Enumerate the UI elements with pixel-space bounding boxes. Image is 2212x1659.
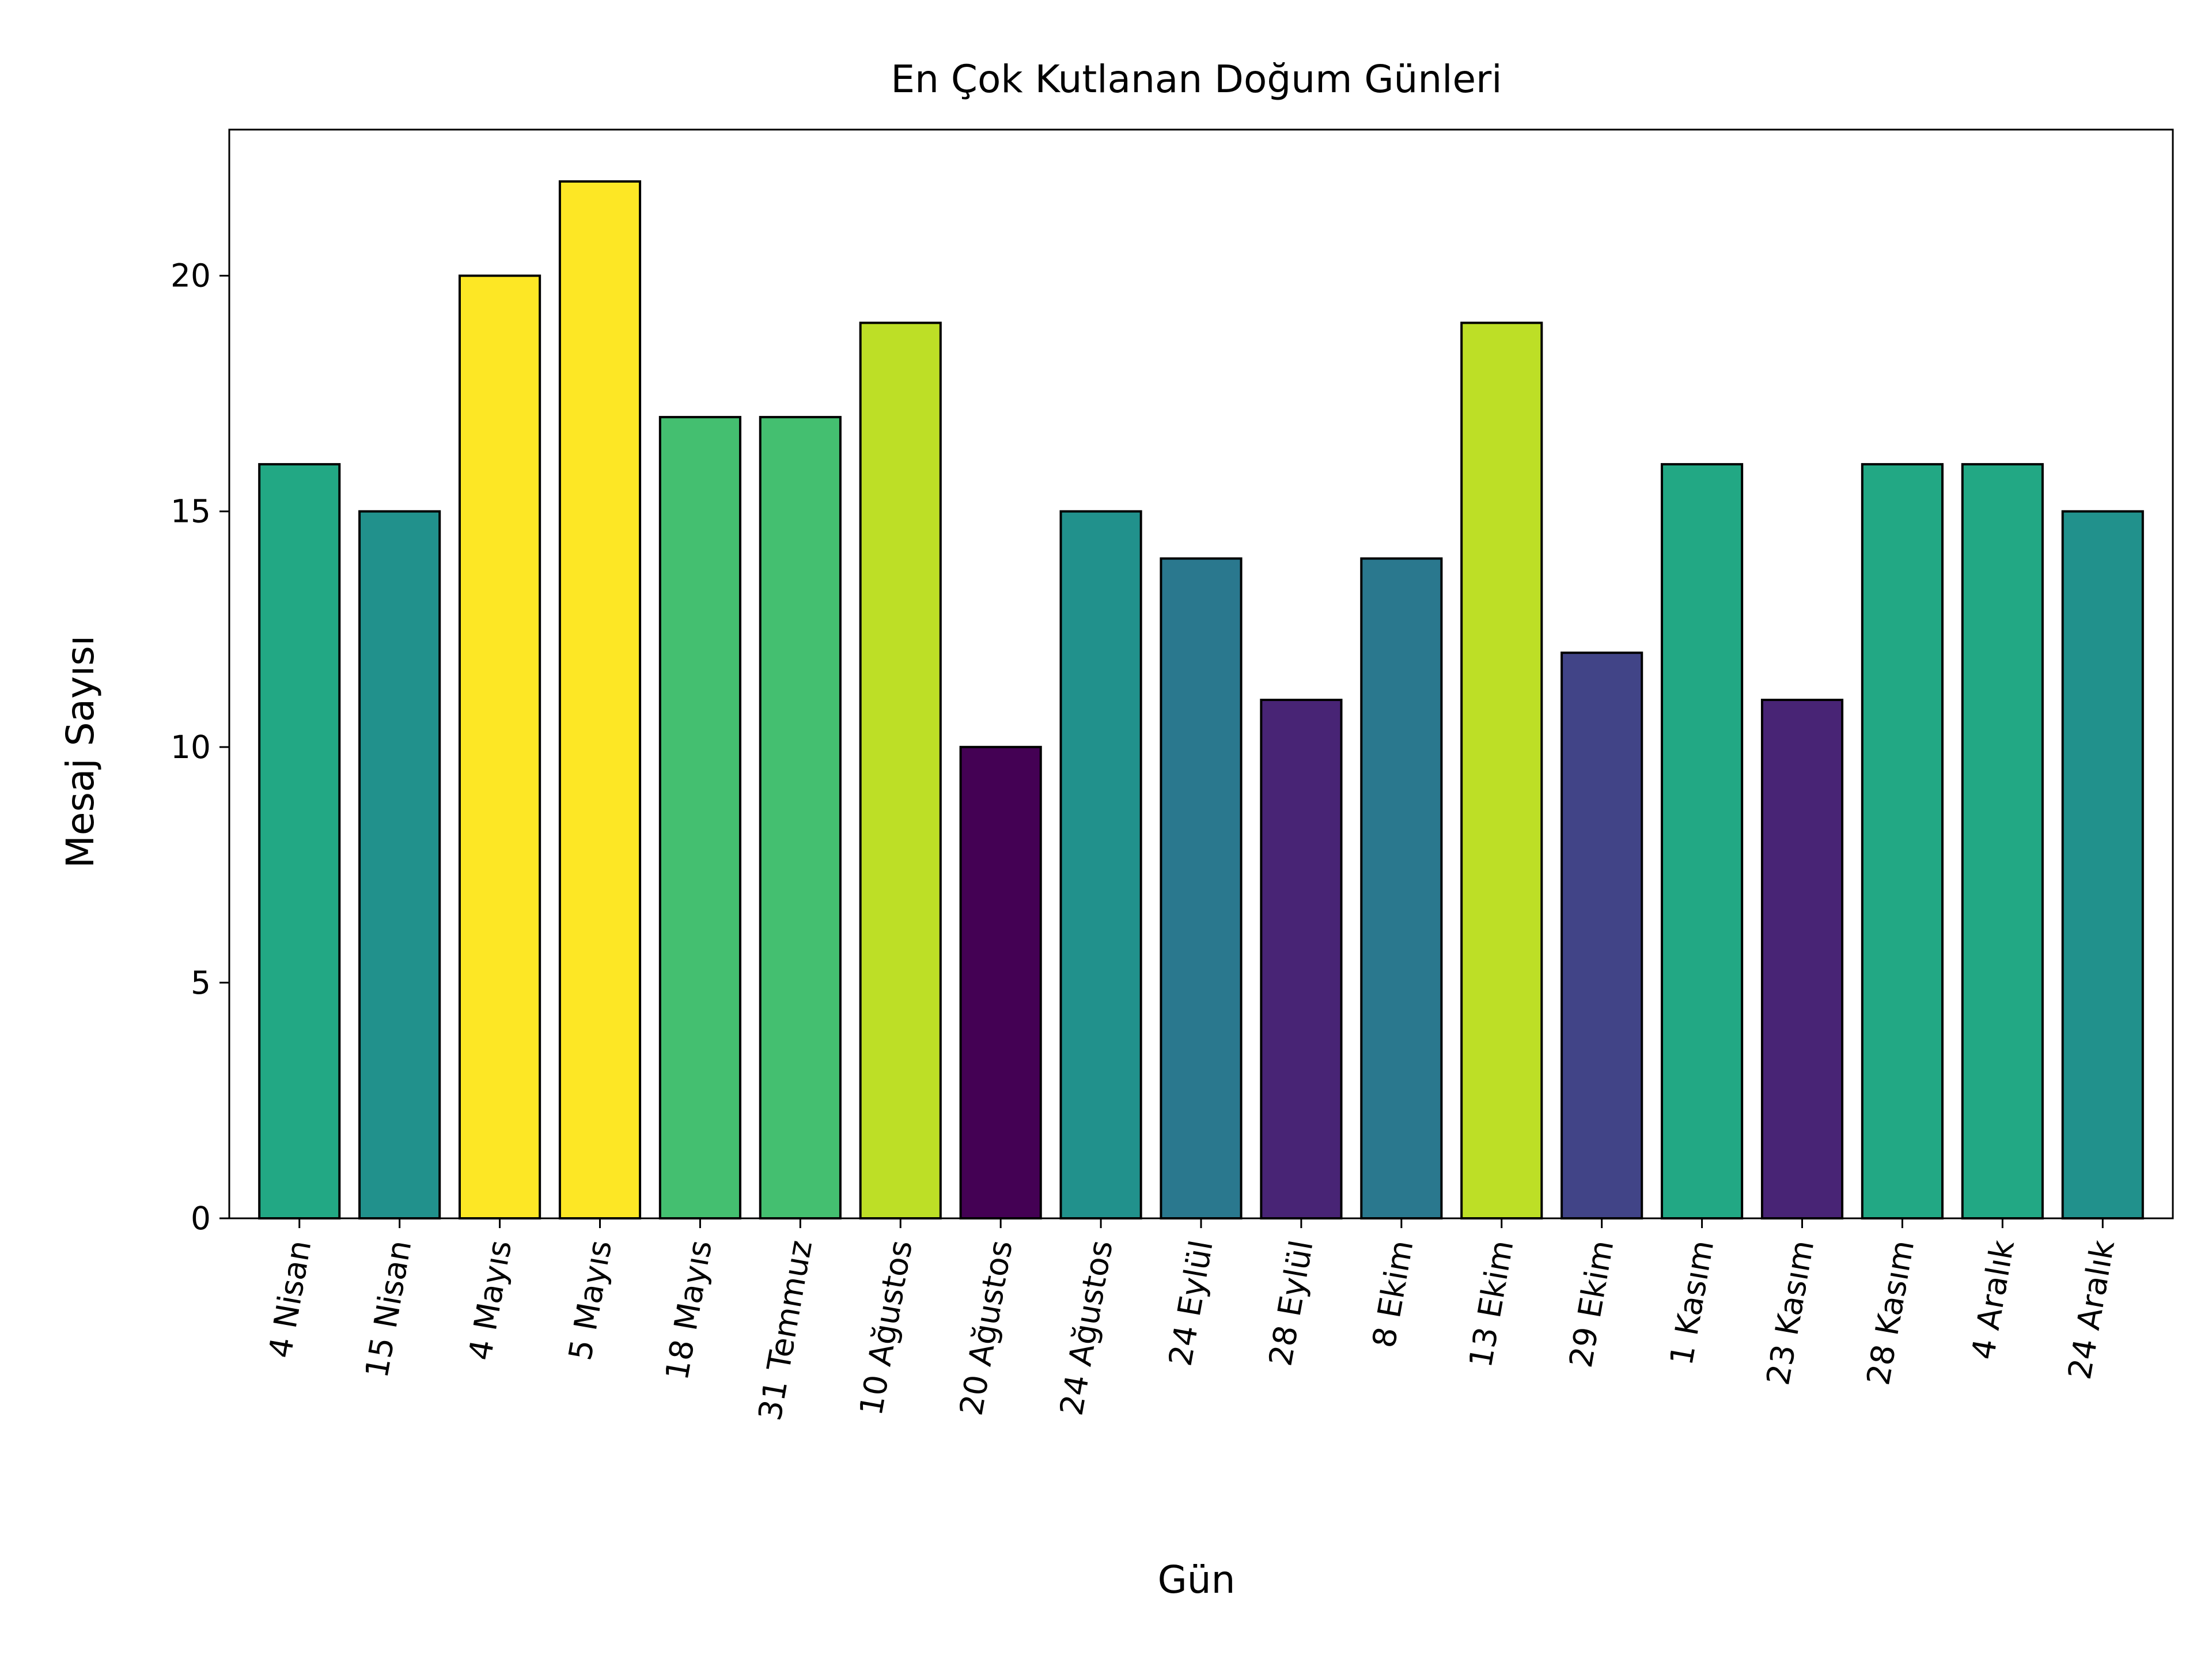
bar-3 [459, 274, 541, 1219]
y-tick-label: 15 [171, 493, 211, 530]
bar-14 [1560, 652, 1643, 1219]
y-axis-ticks: 0 5 10 15 20 [171, 257, 229, 1237]
bar-4 [558, 180, 642, 1219]
y-tick-label: 20 [171, 257, 211, 294]
bar-7 [859, 321, 942, 1219]
bar-13 [1460, 321, 1543, 1219]
y-axis-label: Mesaj Sayısı [58, 635, 103, 868]
bar-9 [1059, 510, 1142, 1219]
plot-area-frame [228, 128, 2174, 1219]
bar-5 [658, 416, 741, 1219]
bar-18 [1961, 463, 2044, 1220]
y-tick-label: 0 [191, 1200, 211, 1237]
bar-10 [1160, 557, 1243, 1220]
bars-group [258, 180, 2144, 1220]
chart-title: En Çok Kutlanan Doğum Günleri [891, 57, 1502, 101]
x-axis-label: Gün [1158, 1558, 1236, 1602]
bar-11 [1260, 699, 1343, 1219]
bar-12 [1360, 557, 1443, 1220]
bar-1 [258, 463, 341, 1220]
bar-8 [959, 745, 1042, 1220]
y-tick-label: 5 [191, 964, 211, 1001]
bar-19 [2061, 510, 2144, 1219]
bar-2 [358, 510, 441, 1219]
bar-15 [1661, 463, 1744, 1220]
bar-6 [759, 416, 842, 1219]
bar-16 [1760, 699, 1844, 1219]
y-tick-label: 10 [171, 729, 211, 766]
bar-17 [1861, 463, 1944, 1220]
